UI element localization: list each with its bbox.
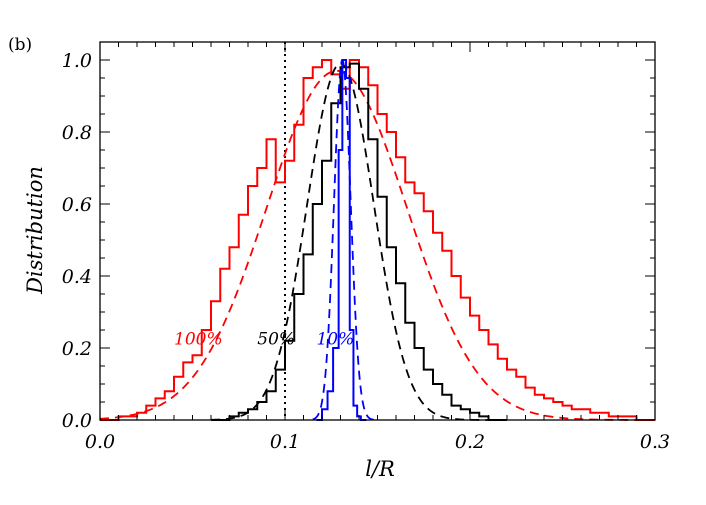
y-tick-label: 1.0 [62,50,92,72]
y-axis-label: Distribution [23,166,47,295]
y-tick-label: 0.8 [62,122,92,144]
histogram-series-0 [100,59,655,421]
y-tick-label: 0.6 [62,194,92,216]
plot-area: 100% 50% 10% [99,42,655,421]
fit-curve-5 [312,58,374,421]
x-tick-label: 0.0 [85,431,115,453]
x-tick-label: 0.2 [455,431,485,453]
annotation-label-0: 100% [174,329,223,349]
x-tick-label: 0.3 [640,431,670,453]
annotation-label-1: 50% [257,329,295,349]
y-tick-label: 0.4 [62,266,92,288]
annotation-label-2: 10% [316,329,354,349]
x-tick-label: 0.1 [270,431,300,453]
histogram-series-2 [211,62,507,421]
panel-label: (b) [8,35,32,55]
y-tick-label: 0.2 [62,338,92,360]
x-axis-label: l/R [365,457,395,481]
histogram-series-4 [316,59,367,421]
axes: 0.0 0.1 0.2 0.3 0.0 0.2 0.4 0.6 0.8 1.0 [62,41,670,453]
y-tick-label: 0.0 [62,410,92,432]
